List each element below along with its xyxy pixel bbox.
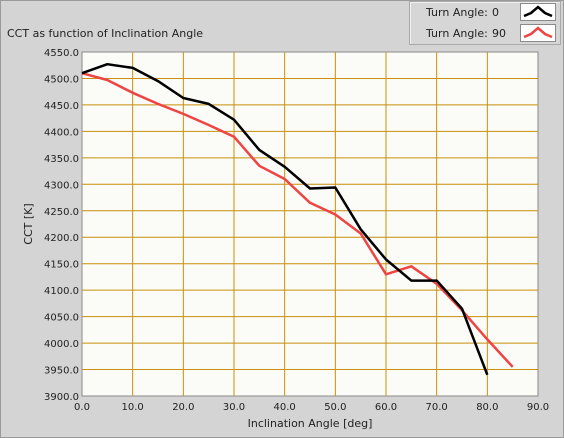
x-tick-label: 50.0 [324, 402, 346, 413]
legend-value: 0 [492, 6, 499, 19]
x-tick-label: 20.0 [172, 402, 194, 413]
legend-value: 90 [492, 27, 506, 40]
chart-title: CCT as function of Inclination Angle [7, 27, 204, 40]
y-tick-label: 4000.0 [44, 339, 79, 350]
x-tick-label: 10.0 [122, 402, 144, 413]
series-line-turn-angle-90 [81, 71, 514, 368]
x-tick-label: 0.0 [74, 402, 90, 413]
legend-item-turn-angle-90[interactable]: Turn Angle: 90 [410, 23, 560, 43]
y-tick-label: 4150.0 [44, 260, 79, 271]
y-tick-label: 4200.0 [44, 233, 79, 244]
x-tick-label: 70.0 [426, 402, 448, 413]
x-tick-label: 30.0 [223, 402, 245, 413]
x-tick-label: 90.0 [527, 402, 549, 413]
legend-label: Turn Angle: [426, 6, 488, 19]
legend-line-icon [523, 26, 553, 39]
legend-item-turn-angle-0[interactable]: Turn Angle: 0 [410, 2, 560, 22]
y-tick-label: 4100.0 [44, 286, 79, 297]
y-tick-label: 4450.0 [44, 101, 79, 112]
y-tick-label: 4500.0 [44, 74, 79, 85]
plot-background [81, 51, 539, 397]
y-tick-label: 4300.0 [44, 180, 79, 191]
plot-legend: Turn Angle: 0 Turn Angle: 90 [409, 1, 561, 45]
y-tick-label: 4050.0 [44, 313, 79, 324]
y-tick-label: 4250.0 [44, 207, 79, 218]
y-tick-label: 3900.0 [44, 392, 79, 403]
x-tick-label: 40.0 [274, 402, 296, 413]
y-axis-title: CCT [K] [22, 203, 35, 244]
legend-label: Turn Angle: [426, 27, 488, 40]
legend-swatch-black[interactable] [520, 3, 556, 21]
y-tick-label: 4400.0 [44, 127, 79, 138]
x-tick-label: 60.0 [375, 402, 397, 413]
series-line-turn-angle-0 [81, 62, 489, 376]
legend-line-icon [523, 5, 553, 18]
x-axis-title: Inclination Angle [deg] [248, 417, 373, 430]
y-tick-label: 4550.0 [44, 48, 79, 59]
legend-swatch-red[interactable] [520, 24, 556, 42]
y-tick-label: 4350.0 [44, 154, 79, 165]
x-tick-label: 80.0 [476, 402, 498, 413]
y-tick-label: 3950.0 [44, 366, 79, 377]
